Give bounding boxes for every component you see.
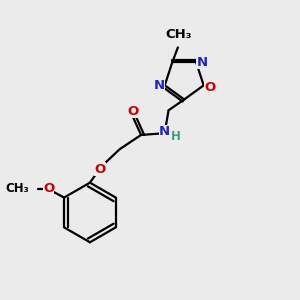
Text: N: N <box>196 56 208 69</box>
Text: O: O <box>43 182 54 195</box>
Text: N: N <box>159 125 170 138</box>
Text: O: O <box>204 81 215 94</box>
Text: CH₃: CH₃ <box>5 182 28 195</box>
Text: H: H <box>171 130 181 143</box>
Text: O: O <box>94 163 106 176</box>
Text: O: O <box>127 105 138 118</box>
Text: N: N <box>154 79 165 92</box>
Text: CH₃: CH₃ <box>165 28 192 40</box>
